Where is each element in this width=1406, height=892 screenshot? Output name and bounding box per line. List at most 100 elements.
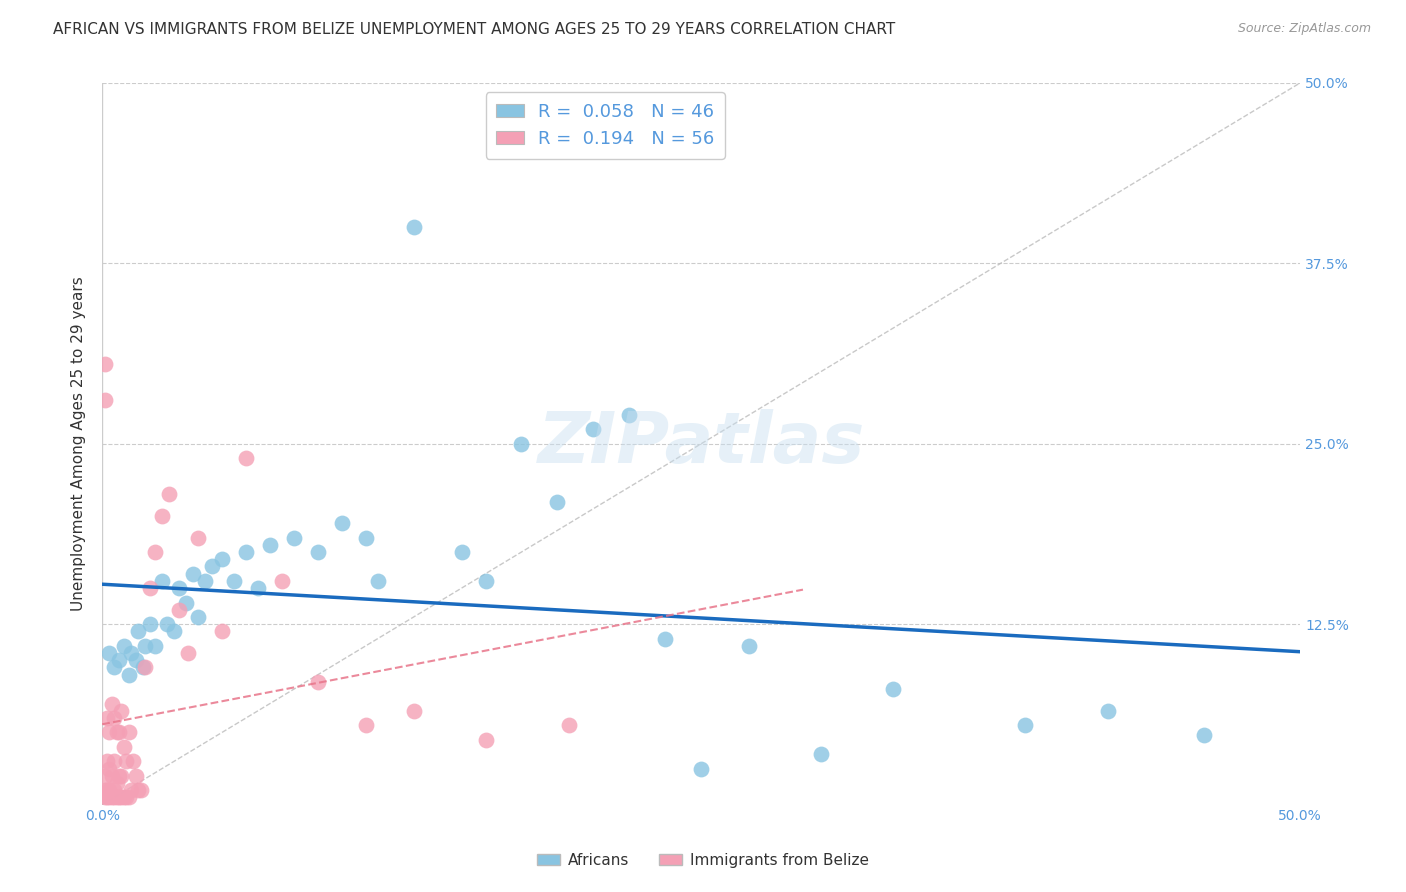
- Africans: [546, 494, 568, 508]
- Immigrants from Belize: [96, 790, 118, 805]
- Africans: [127, 624, 149, 639]
- Africans: [167, 581, 190, 595]
- Immigrants from Belize: [93, 783, 115, 797]
- Africans: [1097, 704, 1119, 718]
- Immigrants from Belize: [474, 732, 496, 747]
- Africans: [222, 574, 245, 588]
- Immigrants from Belize: [117, 790, 139, 805]
- Immigrants from Belize: [157, 487, 180, 501]
- Africans: [117, 667, 139, 681]
- Immigrants from Belize: [110, 790, 132, 805]
- Immigrants from Belize: [177, 646, 200, 660]
- Immigrants from Belize: [120, 783, 142, 797]
- Africans: [474, 574, 496, 588]
- Africans: [367, 574, 389, 588]
- Immigrants from Belize: [270, 574, 292, 588]
- Immigrants from Belize: [167, 603, 190, 617]
- Africans: [354, 531, 377, 545]
- Africans: [738, 639, 761, 653]
- Immigrants from Belize: [105, 725, 128, 739]
- Africans: [510, 437, 533, 451]
- Africans: [235, 545, 257, 559]
- Immigrants from Belize: [112, 739, 135, 754]
- Africans: [402, 220, 425, 235]
- Immigrants from Belize: [108, 769, 131, 783]
- Africans: [98, 646, 121, 660]
- Immigrants from Belize: [93, 393, 115, 408]
- Africans: [125, 653, 148, 667]
- Immigrants from Belize: [98, 783, 121, 797]
- Africans: [156, 617, 179, 632]
- Africans: [690, 762, 713, 776]
- Immigrants from Belize: [402, 704, 425, 718]
- Immigrants from Belize: [98, 762, 121, 776]
- Immigrants from Belize: [93, 790, 115, 805]
- Africans: [194, 574, 217, 588]
- Africans: [211, 552, 233, 566]
- Immigrants from Belize: [105, 790, 128, 805]
- Immigrants from Belize: [103, 711, 125, 725]
- Africans: [810, 747, 832, 761]
- Immigrants from Belize: [115, 790, 138, 805]
- Africans: [150, 574, 173, 588]
- Immigrants from Belize: [101, 769, 124, 783]
- Immigrants from Belize: [354, 718, 377, 732]
- Africans: [246, 581, 269, 595]
- Africans: [139, 617, 162, 632]
- Immigrants from Belize: [110, 769, 132, 783]
- Africans: [582, 422, 605, 436]
- Immigrants from Belize: [98, 790, 121, 805]
- Immigrants from Belize: [93, 769, 115, 783]
- Africans: [187, 610, 209, 624]
- Africans: [1194, 728, 1216, 742]
- Immigrants from Belize: [187, 531, 209, 545]
- Africans: [134, 639, 156, 653]
- Africans: [120, 646, 142, 660]
- Africans: [619, 408, 641, 422]
- Immigrants from Belize: [558, 718, 581, 732]
- Immigrants from Belize: [117, 725, 139, 739]
- Immigrants from Belize: [134, 660, 156, 674]
- Immigrants from Belize: [103, 783, 125, 797]
- Immigrants from Belize: [105, 776, 128, 790]
- Immigrants from Belize: [122, 754, 145, 768]
- Africans: [882, 682, 904, 697]
- Immigrants from Belize: [108, 790, 131, 805]
- Immigrants from Belize: [101, 697, 124, 711]
- Africans: [143, 639, 166, 653]
- Immigrants from Belize: [110, 704, 132, 718]
- Text: ZIPatlas: ZIPatlas: [537, 409, 865, 478]
- Africans: [163, 624, 186, 639]
- Immigrants from Belize: [108, 725, 131, 739]
- Immigrants from Belize: [307, 674, 329, 689]
- Immigrants from Belize: [96, 711, 118, 725]
- Africans: [181, 566, 204, 581]
- Africans: [112, 639, 135, 653]
- Immigrants from Belize: [112, 790, 135, 805]
- Immigrants from Belize: [96, 754, 118, 768]
- Africans: [450, 545, 472, 559]
- Africans: [654, 632, 676, 646]
- Immigrants from Belize: [139, 581, 162, 595]
- Africans: [132, 660, 155, 674]
- Legend: Africans, Immigrants from Belize: Africans, Immigrants from Belize: [531, 847, 875, 873]
- Africans: [174, 596, 197, 610]
- Immigrants from Belize: [127, 783, 149, 797]
- Africans: [307, 545, 329, 559]
- Legend: R =  0.058   N = 46, R =  0.194   N = 56: R = 0.058 N = 46, R = 0.194 N = 56: [485, 92, 725, 159]
- Immigrants from Belize: [150, 508, 173, 523]
- Immigrants from Belize: [103, 790, 125, 805]
- Text: AFRICAN VS IMMIGRANTS FROM BELIZE UNEMPLOYMENT AMONG AGES 25 TO 29 YEARS CORRELA: AFRICAN VS IMMIGRANTS FROM BELIZE UNEMPL…: [53, 22, 896, 37]
- Immigrants from Belize: [103, 754, 125, 768]
- Immigrants from Belize: [98, 725, 121, 739]
- Immigrants from Belize: [101, 790, 124, 805]
- Africans: [108, 653, 131, 667]
- Africans: [330, 516, 353, 531]
- Africans: [283, 531, 305, 545]
- Immigrants from Belize: [93, 358, 115, 372]
- Africans: [1014, 718, 1036, 732]
- Y-axis label: Unemployment Among Ages 25 to 29 years: Unemployment Among Ages 25 to 29 years: [72, 277, 86, 611]
- Africans: [259, 538, 281, 552]
- Africans: [201, 559, 224, 574]
- Immigrants from Belize: [115, 754, 138, 768]
